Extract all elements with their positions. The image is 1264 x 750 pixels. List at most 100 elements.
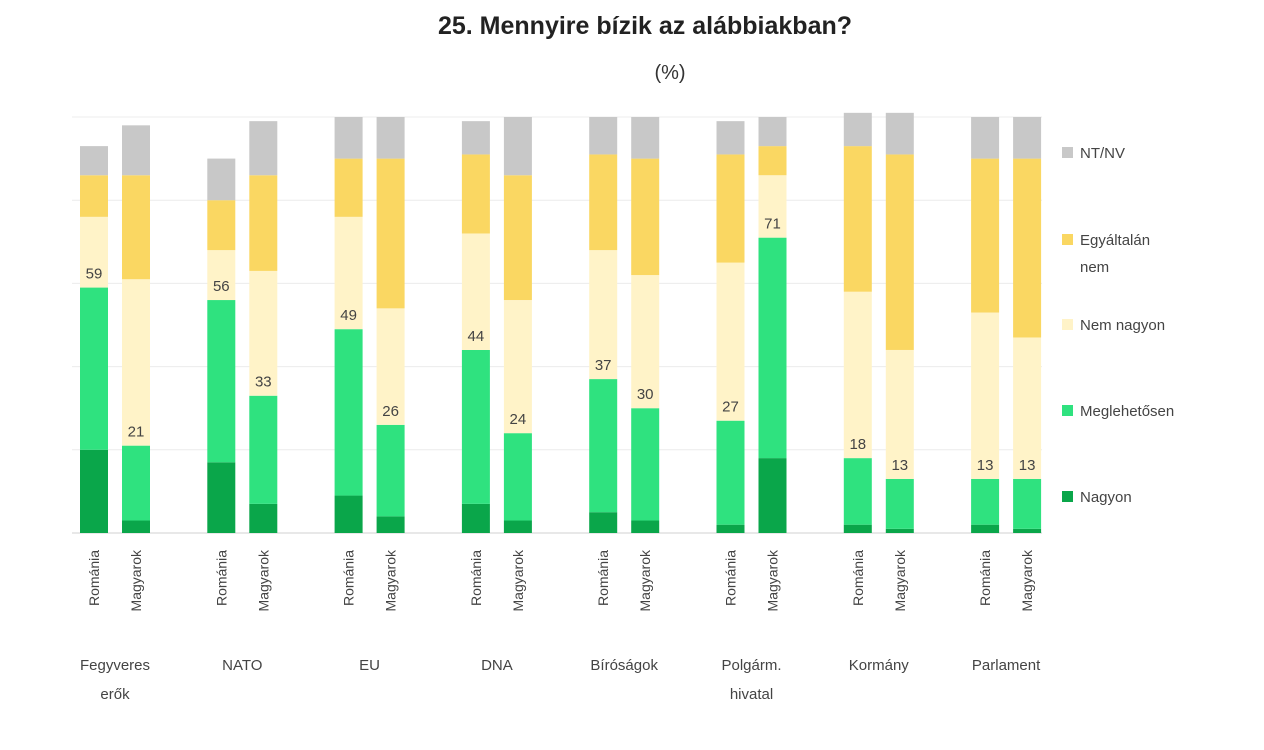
bar-segment-nt-nv	[631, 117, 660, 159]
legend-label: Nem nagyon	[1080, 317, 1165, 334]
bar-segment-egyáltalán-nem	[716, 154, 745, 263]
bar-segment-egyáltalán-nem	[843, 146, 872, 292]
bar-segment-egyáltalán-nem	[207, 200, 236, 251]
bar-segment-nagyon	[503, 520, 532, 533]
bar-segment-nagyon	[376, 516, 405, 533]
bar-segment-nagyon	[461, 503, 490, 533]
legend-label: nem	[1080, 259, 1109, 276]
bar-segment-meglehetősen	[249, 395, 278, 504]
bar-segment-nagyon	[758, 458, 787, 533]
bar-segment-meglehetősen	[589, 379, 618, 513]
bar-segment-egyáltalán-nem	[1013, 158, 1042, 338]
bar-segment-nt-nv	[758, 117, 787, 147]
bar-segment-nem-nagyon	[80, 216, 108, 288]
bar-segment-nt-nv	[1013, 117, 1042, 159]
bar-segment-meglehetősen	[376, 424, 405, 517]
bar-segment-nt-nv	[207, 158, 236, 201]
group-label-line2: hivatal	[730, 686, 773, 703]
bar-segment-egyáltalán-nem	[334, 158, 363, 217]
bar-segment-nagyon	[716, 524, 745, 533]
bar-segment-nem-nagyon	[122, 279, 150, 446]
tick-label-country: Magyarok	[765, 549, 781, 611]
bar-segment-egyáltalán-nem	[122, 175, 150, 280]
data-label: 71	[764, 216, 781, 233]
bar-segment-nagyon	[207, 462, 236, 533]
legend-label: Meglehetősen	[1080, 403, 1174, 420]
group-label: Kormány	[849, 657, 910, 674]
tick-label-country: Románia	[977, 550, 993, 606]
data-label: 13	[1019, 457, 1036, 474]
tick-label-country: Románia	[341, 550, 357, 606]
data-label: 13	[891, 457, 908, 474]
chart-title: 25. Mennyire bízik az alábbiakban?	[437, 12, 853, 40]
tick-label-country: Románia	[723, 550, 739, 606]
bar-segment-meglehetősen	[503, 433, 532, 521]
bar-segment-meglehetősen	[971, 478, 1000, 525]
tick-label-country: Magyarok	[128, 549, 144, 611]
group-label-line2: erők	[100, 686, 130, 703]
bar-segment-egyáltalán-nem	[80, 175, 108, 217]
group-label: DNA	[481, 657, 513, 674]
bar-segment-meglehetősen	[716, 420, 745, 525]
tick-label-country: Magyarok	[892, 549, 908, 611]
bar-segment-egyáltalán-nem	[503, 175, 532, 301]
bar-segment-meglehetősen	[1013, 478, 1042, 529]
bar-segment-egyáltalán-nem	[461, 154, 490, 234]
bar-segment-nem-nagyon	[1013, 337, 1042, 479]
group-label-line1: Fegyveres	[80, 657, 150, 674]
bar-segment-meglehetősen	[885, 478, 914, 529]
bar-segment-meglehetősen	[631, 408, 660, 521]
bar-segment-nem-nagyon	[631, 275, 660, 409]
bar-segment-egyáltalán-nem	[249, 175, 278, 271]
bar-segment-egyáltalán-nem	[885, 154, 914, 350]
bar-segment-egyáltalán-nem	[971, 158, 1000, 313]
bar-segment-nem-nagyon	[376, 308, 405, 425]
data-label: 21	[128, 424, 145, 441]
bar-segment-nagyon	[1013, 528, 1042, 533]
bar-segment-nagyon	[122, 520, 150, 533]
group-label: Parlament	[972, 657, 1041, 674]
chart-subtitle: (%)	[654, 62, 686, 84]
legend-label: NT/NV	[1080, 145, 1125, 162]
bar-segment-meglehetősen	[334, 329, 363, 496]
bar-segment-nt-nv	[843, 112, 872, 147]
bar-segment-nem-nagyon	[461, 233, 490, 350]
data-label: 26	[382, 403, 399, 420]
tick-label-country: Magyarok	[510, 549, 526, 611]
tick-label-country: Románia	[86, 550, 102, 606]
bar-segment-nagyon	[631, 520, 660, 533]
bar-segment-nt-nv	[716, 121, 745, 155]
bar-segment-nagyon	[249, 503, 278, 533]
tick-label-country: Magyarok	[383, 549, 399, 611]
bar-segment-nagyon	[971, 524, 1000, 533]
bar-segment-nt-nv	[122, 125, 150, 176]
bar-segment-egyáltalán-nem	[631, 158, 660, 276]
bar-segment-nagyon	[589, 512, 618, 533]
legend-swatch	[1062, 405, 1073, 416]
bar-segment-nt-nv	[885, 112, 914, 155]
bar-segment-nem-nagyon	[207, 250, 236, 301]
bar-segment-nem-nagyon	[758, 175, 787, 238]
bar-segment-meglehetősen	[207, 300, 236, 463]
data-label: 18	[849, 436, 866, 453]
data-label: 44	[468, 328, 485, 345]
bar-segment-nagyon	[885, 528, 914, 533]
bar-segment-egyáltalán-nem	[376, 158, 405, 309]
bar-segment-egyáltalán-nem	[589, 154, 618, 251]
bar-segment-nt-nv	[249, 121, 278, 176]
bar-segment-nem-nagyon	[249, 270, 278, 396]
data-label: 33	[255, 374, 272, 391]
bar-segment-nt-nv	[334, 117, 363, 159]
tick-label-country: Magyarok	[1019, 549, 1035, 611]
group-label: Bíróságok	[590, 657, 658, 674]
bar-segment-nt-nv	[376, 117, 405, 159]
bar-segment-nem-nagyon	[716, 262, 745, 421]
bar-segment-nem-nagyon	[334, 216, 363, 330]
bar-segment-nem-nagyon	[589, 250, 618, 380]
bar-segment-nem-nagyon	[503, 300, 532, 434]
tick-label-country: Magyarok	[637, 549, 653, 611]
bar-segment-nem-nagyon	[843, 291, 872, 459]
tick-label-country: Románia	[850, 550, 866, 606]
legend-swatch	[1062, 319, 1073, 330]
